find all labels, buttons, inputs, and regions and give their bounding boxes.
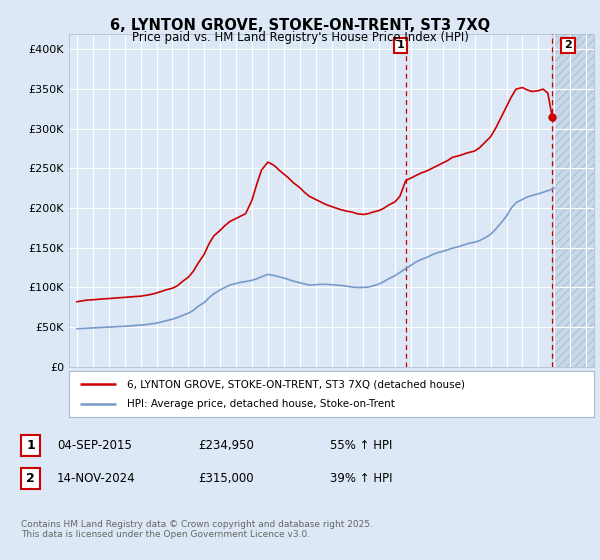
Text: 1: 1 <box>397 40 404 50</box>
Text: 39% ↑ HPI: 39% ↑ HPI <box>330 472 392 486</box>
Text: 2: 2 <box>26 472 35 486</box>
Text: Price paid vs. HM Land Registry's House Price Index (HPI): Price paid vs. HM Land Registry's House … <box>131 31 469 44</box>
Text: Contains HM Land Registry data © Crown copyright and database right 2025.
This d: Contains HM Land Registry data © Crown c… <box>21 520 373 539</box>
Text: HPI: Average price, detached house, Stoke-on-Trent: HPI: Average price, detached house, Stok… <box>127 399 395 409</box>
Text: 04-SEP-2015: 04-SEP-2015 <box>57 438 132 452</box>
Text: £315,000: £315,000 <box>198 472 254 486</box>
Text: 6, LYNTON GROVE, STOKE-ON-TRENT, ST3 7XQ: 6, LYNTON GROVE, STOKE-ON-TRENT, ST3 7XQ <box>110 18 490 33</box>
Text: 2: 2 <box>564 40 572 50</box>
Text: 6, LYNTON GROVE, STOKE-ON-TRENT, ST3 7XQ (detached house): 6, LYNTON GROVE, STOKE-ON-TRENT, ST3 7XQ… <box>127 379 465 389</box>
Bar <box>552 34 594 367</box>
Text: 55% ↑ HPI: 55% ↑ HPI <box>330 438 392 452</box>
Text: £234,950: £234,950 <box>198 438 254 452</box>
Text: 1: 1 <box>26 438 35 452</box>
Text: 14-NOV-2024: 14-NOV-2024 <box>57 472 136 486</box>
